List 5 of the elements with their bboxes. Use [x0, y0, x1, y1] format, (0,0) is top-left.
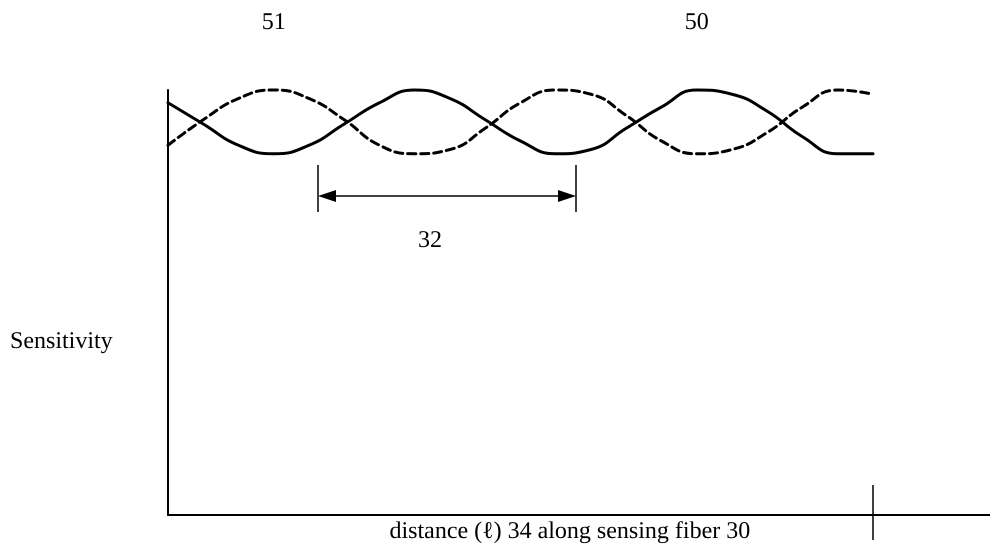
y-axis-title: Sensitivity: [10, 328, 113, 355]
text: 50: [684, 9, 709, 35]
annotation: 32: [418, 227, 442, 253]
text: 51: [262, 9, 286, 35]
x-axis-title: distance (ℓ) 34 along sensing fiber 30: [390, 518, 750, 545]
